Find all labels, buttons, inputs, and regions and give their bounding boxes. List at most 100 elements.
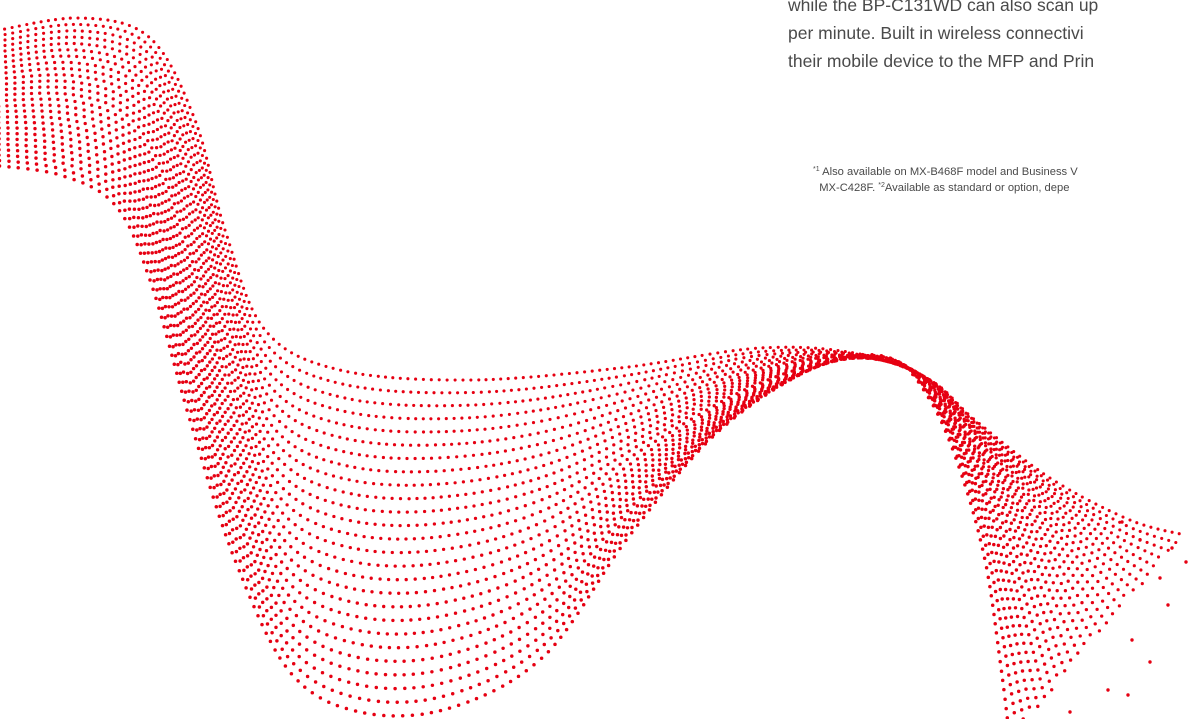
wave-dot [121,65,125,69]
wave-dot [175,210,179,214]
wave-dot [111,104,115,108]
wave-dot [1092,513,1096,517]
wave-dot [712,423,716,427]
wave-dot [555,448,559,453]
wave-dot [3,27,7,31]
wave-dot [530,583,534,587]
wave-dot [982,458,986,462]
wave-dot [259,360,263,364]
wave-dot [186,194,190,198]
wave-dot [995,640,1000,645]
wave-dot [228,496,232,501]
wave-dot [678,433,682,438]
wave-dot [712,380,716,384]
wave-dot [597,459,601,463]
wave-dot [206,267,211,271]
wave-dot [39,97,43,101]
wave-dot [235,444,240,449]
wave-dot [189,357,193,362]
wave-dot [442,469,446,473]
wave-dot [342,450,346,454]
wave-dot [155,288,159,292]
wave-dot [1037,504,1042,509]
wave-dot [30,103,35,107]
wave-dot [1149,525,1153,529]
wave-dot [635,504,640,508]
wave-dot [110,162,114,166]
wave-dot [264,549,269,553]
wave-dot [5,104,9,108]
wave-dot [1152,534,1156,538]
wave-dot [133,199,137,203]
wave-dot [667,471,671,475]
wave-dot [200,358,204,363]
wave-dot [26,51,31,55]
wave-dot [416,390,421,394]
wave-dot [420,483,424,487]
wave-dot [185,307,190,311]
wave-dot [158,239,162,244]
wave-dot [185,204,189,208]
wave-dot [369,644,374,648]
wave-dot [767,364,771,368]
wave-dot [545,573,549,577]
wave-dot [471,453,476,457]
wave-dot [523,504,527,508]
wave-dot [192,355,196,359]
wave-dot [87,163,92,168]
wave-dot [175,118,179,122]
wave-dot [244,410,249,414]
wave-dot [1006,488,1010,492]
wave-dot [998,659,1002,664]
wave-dot [564,538,568,542]
wave-dot [506,400,510,405]
wave-dot [189,334,194,338]
wave-dot [253,314,258,318]
wave-dot [15,154,20,159]
wave-dot [143,143,147,147]
wave-dot [181,240,185,244]
wave-dot [999,669,1004,674]
wave-dot [715,391,719,396]
wave-dot [183,247,187,252]
wave-dot [77,140,82,144]
wave-dot [195,428,199,432]
wave-dot [712,362,716,366]
wave-dot [142,97,146,102]
wave-dot [133,163,137,168]
wave-dot [384,659,388,663]
wave-dot [1055,589,1059,593]
wave-dot [263,377,267,381]
wave-dot [344,585,348,589]
wave-dot [786,353,790,358]
wave-dot [242,499,247,503]
wave-dot [206,278,210,283]
wave-dot [603,548,608,553]
wave-dot [483,693,487,697]
wave-dot [559,635,563,640]
wave-dot [626,443,630,447]
wave-dot [155,277,160,282]
wave-dot [0,142,1,146]
wave-dot [199,292,204,296]
wave-dot [180,352,184,357]
wave-dot [221,269,225,273]
wave-dot [380,509,384,514]
wave-dot [441,587,446,591]
wave-dot [1085,502,1089,507]
wave-dot [496,586,500,590]
wave-dot [601,566,605,570]
wave-dot [186,244,190,248]
wave-dot [373,428,377,432]
wave-dot [417,470,422,474]
wave-dot [189,242,193,247]
wave-dot [249,563,254,567]
wave-dot [388,483,392,487]
wave-dot [215,398,219,402]
wave-dot [102,79,106,83]
wave-dot [143,152,147,156]
wave-dot [614,375,618,379]
wave-dot [223,241,228,246]
wave-dot [1012,580,1017,584]
wave-dot [157,259,161,264]
